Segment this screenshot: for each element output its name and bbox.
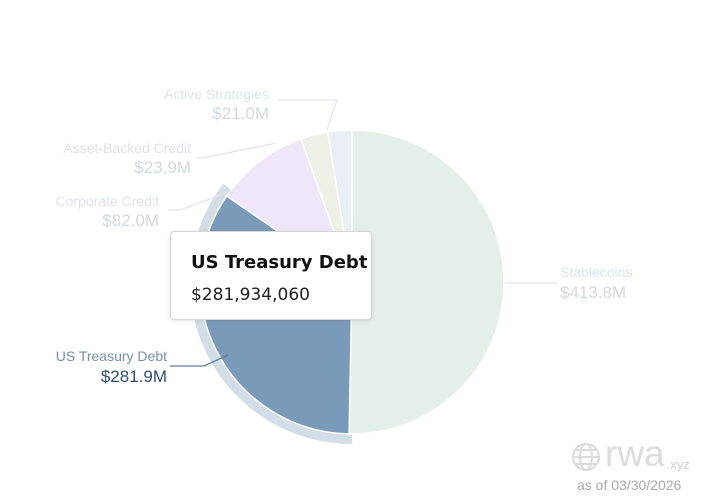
slice-stablecoins[interactable] [348,129,505,435]
label-value-us-treasury-debt: $281.9M [101,367,167,386]
chart-tooltip: US Treasury Debt $281,934,060 [170,231,372,320]
label-name-corporate-credit: Corporate Credit [56,193,160,209]
tooltip-title: US Treasury Debt [191,252,368,273]
label-value-active-strategies: $21.0M [212,104,269,123]
tooltip-value: $281,934,060 [191,285,310,305]
globe-icon [572,443,600,471]
leader-line-corporate-credit [168,189,235,211]
label-value-asset-backed-credit: $23.9M [134,158,191,177]
rwa-watermark: rwa .xyz [571,433,690,474]
label-value-corporate-credit: $82.0M [102,211,159,230]
label-name-stablecoins: Stablecoins [560,264,632,280]
as-of-date: as of 03/30/2026 [577,477,682,493]
leader-line-us-treasury-debt [170,354,229,367]
label-value-stablecoins: $413.8M [560,283,626,302]
watermark-suffix: .xyz [666,457,690,472]
label-name-us-treasury-debt: US Treasury Debt [56,348,167,364]
watermark-brand: rwa [605,433,665,474]
label-name-asset-backed-credit: Asset-Backed Credit [63,140,191,156]
leader-line-active-strategies [277,99,338,131]
label-name-active-strategies: Active Strategies [164,86,269,102]
leader-line-asset-backed-credit [196,142,277,159]
